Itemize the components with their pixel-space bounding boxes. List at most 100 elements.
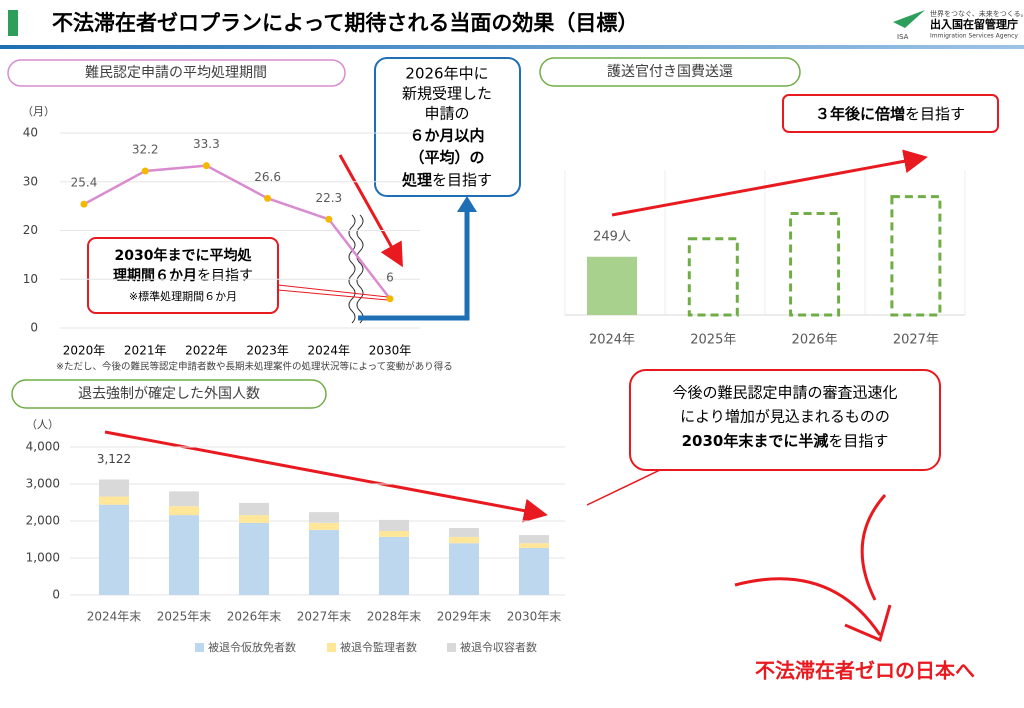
callout-box [87,237,279,314]
x-tick-label: 2029年末 [437,610,492,624]
chart-title-pill [7,59,346,87]
point [264,194,272,202]
target-text: を目指す [432,171,492,189]
callout-pointer [277,284,389,301]
bar-segment [379,536,409,595]
blue-arrow-head [457,196,477,212]
data-label: 249人 [593,229,631,244]
x-tick-label: 2020年 [63,344,106,358]
bar-segment [449,528,479,537]
bar-segment [169,506,199,516]
bar-segment [169,515,199,595]
bar-segment [99,496,129,505]
blue-arrow [358,210,470,321]
target-text: 2026年中に [405,65,488,83]
logo-icon [893,10,925,28]
y-tick-label: 40 [23,126,38,140]
data-label: 32.2 [132,143,159,157]
line [83,164,391,300]
page-title: 不法滞在者ゼロプランによって期待される当面の効果（目標） [52,11,638,35]
logo-abbr: ISA [897,33,909,41]
y-unit: （人） [26,418,59,431]
callout-text: により増加が見込まれるものの [680,408,890,426]
trend-arrow [611,149,928,217]
target-text: 申請の [424,105,469,123]
target-text: 処理 [401,171,432,189]
callout-text: 2030年末までに半減を目指す [682,432,889,450]
total-label: 3,122 [97,452,131,466]
footer-slogan: 不法滞在者ゼロの日本へ [755,659,975,683]
bar-segment [379,530,409,537]
bar-segment [519,543,549,549]
legend-swatch [447,643,456,652]
data-label: 6 [386,270,394,284]
data-label: 26.6 [254,170,281,184]
callout-text: を目指す [197,268,253,284]
point [80,200,88,208]
logo-tagline: 世界をつなぐ、未来をつくる。 [930,9,1024,18]
x-tick-label: 2027年 [893,333,939,348]
callout-box [782,94,999,133]
callout-box [629,369,941,471]
bar-segment [309,529,339,595]
curve-arrow [734,577,882,636]
bar-segment [169,491,199,507]
x-tick-label: 2021年 [124,344,167,358]
x-tick-label: 2023年 [246,344,289,358]
x-tick-label: 2030年末 [507,610,562,624]
bar-segment [519,548,549,595]
callout-pointer [586,469,680,506]
y-tick-label: 3,000 [26,477,60,491]
y-tick-label: 1,000 [26,551,60,565]
chart-title-pill [11,379,327,409]
curve-arrow [860,494,887,601]
y-unit: （月） [22,105,55,118]
legend-swatch [195,643,204,652]
callout-text: を目指す [905,105,965,123]
callout-note: ※標準処理期間６か月 [129,289,237,303]
y-tick-label: 0 [30,321,38,335]
y-tick-label: 10 [23,272,38,286]
y-tick-label: 2,000 [26,514,60,528]
point [141,167,149,175]
x-tick-label: 2024年 [308,344,351,358]
legend-label: 被退令監理者数 [340,640,417,654]
bar-segment [519,535,549,544]
target-bar [687,237,739,317]
x-tick-label: 2030年 [369,344,412,358]
separators [564,170,966,315]
callout-text: を目指す [828,432,888,450]
point [325,215,333,223]
bar-segment [99,504,129,595]
curve-arrow-head [844,604,892,643]
callout-text: 2030年末までに半減 [682,432,829,450]
trend-arrow [338,154,403,268]
bar [587,256,637,315]
bar-segment [99,479,129,497]
logo-name: 出入国在留管理庁 [930,17,1018,31]
callout-text: 今後の難民認定申請の審査迅速化 [672,384,897,402]
legend-label: 被退令仮放免者数 [208,640,296,654]
callout-text: ３年後に倍増を目指す [815,105,965,123]
legend-swatch [327,643,336,652]
chart-title-pill [539,57,801,87]
data-label: 25.4 [71,176,98,190]
callout-text: 理期間６か月 [113,268,197,284]
callout-text: ３年後に [815,105,875,123]
chart-note: ※ただし、今後の難民等認定申請者数や長期未処理案件の処理状況等によって変動があり… [56,361,453,373]
y-tick-label: 30 [23,174,38,188]
target-text: 処理を目指す [401,171,492,189]
x-tick-label: 2025年 [690,333,736,348]
legend-label: 被退令収容者数 [460,640,537,654]
chart-title: 退去強制が確定した外国人数 [78,386,260,402]
x-tick-label: 2026年 [792,333,838,348]
chart-title: 護送官付き国費送還 [607,64,733,80]
y-tick-label: 4,000 [26,440,60,454]
target-box [374,57,521,197]
bar-segment [239,522,269,595]
target-bar [890,195,942,317]
logo-english: Immigration Services Agency [930,33,1018,40]
x-tick-label: 2024年末 [87,610,142,624]
bar-segment [309,522,339,530]
